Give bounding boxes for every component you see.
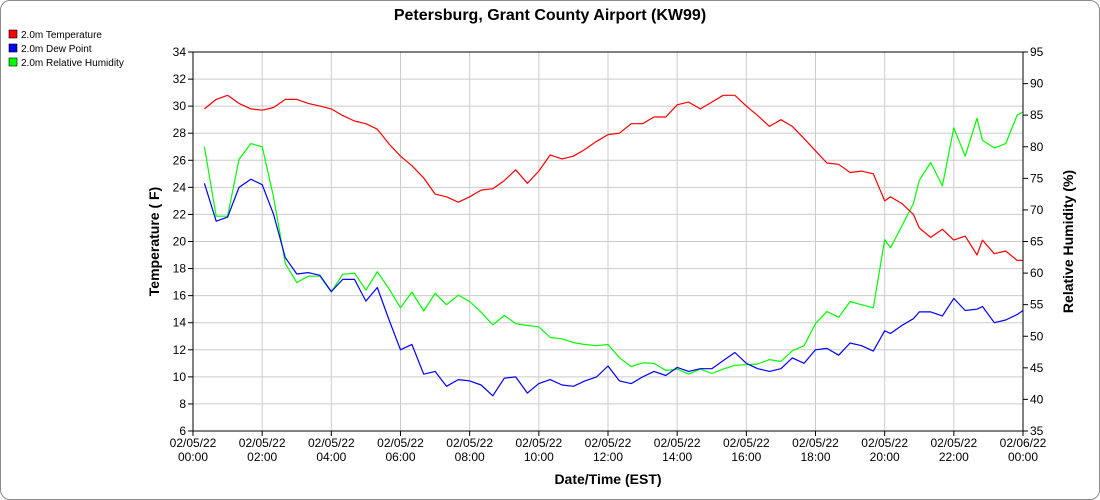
x-tick-label-time: 10:00 xyxy=(524,450,554,464)
x-tick-label-date: 02/05/22 xyxy=(515,436,562,450)
x-tick-label-time: 18:00 xyxy=(800,450,830,464)
x-tick-label-date: 02/05/22 xyxy=(792,436,839,450)
x-tick-label-time: 12:00 xyxy=(593,450,623,464)
x-axis: 02/05/2200:0002/05/2202:0002/05/2204:000… xyxy=(170,431,1047,464)
x-tick-label-date: 02/05/22 xyxy=(930,436,977,450)
series-line-2-0m-temperature xyxy=(204,94,1023,261)
legend-label: 2.0m Relative Humidity xyxy=(21,58,124,69)
y-left-tick-label: 30 xyxy=(173,99,187,113)
y-right-tick-label: 40 xyxy=(1030,392,1044,406)
y-left-tick-label: 22 xyxy=(173,207,187,221)
x-tick-label-date: 02/05/22 xyxy=(861,436,908,450)
x-tick-label-date: 02/05/22 xyxy=(308,436,355,450)
x-tick-label-date: 02/05/22 xyxy=(723,436,770,450)
y-left-tick-label: 14 xyxy=(173,316,187,330)
legend-label: 2.0m Dew Point xyxy=(21,44,92,55)
x-tick-label-time: 02:00 xyxy=(247,450,277,464)
x-axis-label: Date/Time (EST) xyxy=(554,471,661,487)
left-axis: 6 8 10 12 14 16 18 20 22 24 26 28 30 32 34 xyxy=(173,45,193,438)
y-axis-right-label: Relative Humidity (%) xyxy=(1060,170,1076,313)
plot-area-border xyxy=(192,51,1024,432)
y-right-tick-label: 70 xyxy=(1030,203,1044,217)
legend-swatch xyxy=(8,43,18,53)
grid xyxy=(192,51,1024,432)
x-tick-label-time: 16:00 xyxy=(731,450,761,464)
x-tick-label-time: 22:00 xyxy=(939,450,969,464)
series-line-2-0m-dew-point xyxy=(203,178,1024,397)
y-left-tick-label: 10 xyxy=(173,370,187,384)
y-right-tick-label: 95 xyxy=(1030,45,1044,59)
y-right-tick-label: 85 xyxy=(1030,108,1044,122)
x-tick-label-date: 02/06/22 xyxy=(1000,436,1047,450)
x-tick-label-date: 02/05/22 xyxy=(377,436,424,450)
x-tick-label-time: 00:00 xyxy=(1008,450,1038,464)
y-axis-left-label: Temperature ( F) xyxy=(146,187,162,296)
y-right-tick-label: 65 xyxy=(1030,235,1044,249)
y-right-tick-label: 50 xyxy=(1030,329,1044,343)
y-left-tick-label: 16 xyxy=(173,289,187,303)
x-tick-label-date: 02/05/22 xyxy=(654,436,701,450)
y-left-tick-label: 26 xyxy=(173,153,187,167)
legend-label: 2.0m Temperature xyxy=(21,30,102,41)
legend-swatch xyxy=(8,29,18,39)
y-left-tick-label: 18 xyxy=(173,262,187,276)
x-tick-label-date: 02/05/22 xyxy=(170,436,217,450)
y-left-tick-label: 6 xyxy=(179,424,186,438)
y-right-tick-label: 35 xyxy=(1030,424,1044,438)
y-left-tick-label: 34 xyxy=(173,45,187,59)
x-tick-label-date: 02/05/22 xyxy=(585,436,632,450)
series-line-2-0m-relative-humidity xyxy=(203,111,1024,375)
x-tick-label-time: 14:00 xyxy=(662,450,692,464)
y-right-tick-label: 75 xyxy=(1030,171,1044,185)
y-left-tick-label: 28 xyxy=(173,126,187,140)
x-tick-label-time: 00:00 xyxy=(178,450,208,464)
chart-title: Petersburg, Grant County Airport (KW99) xyxy=(394,7,706,24)
y-left-tick-label: 20 xyxy=(173,235,187,249)
y-right-tick-label: 55 xyxy=(1030,298,1044,312)
x-tick-label-time: 20:00 xyxy=(870,450,900,464)
y-left-tick-label: 24 xyxy=(173,180,187,194)
y-right-tick-label: 45 xyxy=(1030,361,1044,375)
y-right-tick-label: 80 xyxy=(1030,140,1044,154)
y-right-tick-label: 90 xyxy=(1030,77,1044,91)
x-tick-label-time: 04:00 xyxy=(316,450,346,464)
right-axis: 35 40 45 50 55 60 65 70 75 80 85 90 95 xyxy=(1023,45,1044,438)
legend-swatch xyxy=(8,57,18,67)
x-tick-label-time: 08:00 xyxy=(455,450,485,464)
series-layer xyxy=(203,94,1024,397)
legend: 2.0m Temperature 2.0m Dew Point 2.0m Relat… xyxy=(8,29,124,69)
y-left-tick-label: 8 xyxy=(179,397,186,411)
y-left-tick-label: 32 xyxy=(173,72,187,86)
x-tick-label-date: 02/05/22 xyxy=(446,436,493,450)
x-tick-label-date: 02/05/22 xyxy=(239,436,286,450)
y-right-tick-label: 60 xyxy=(1030,266,1044,280)
y-left-tick-label: 12 xyxy=(173,343,187,357)
x-tick-label-time: 06:00 xyxy=(385,450,415,464)
